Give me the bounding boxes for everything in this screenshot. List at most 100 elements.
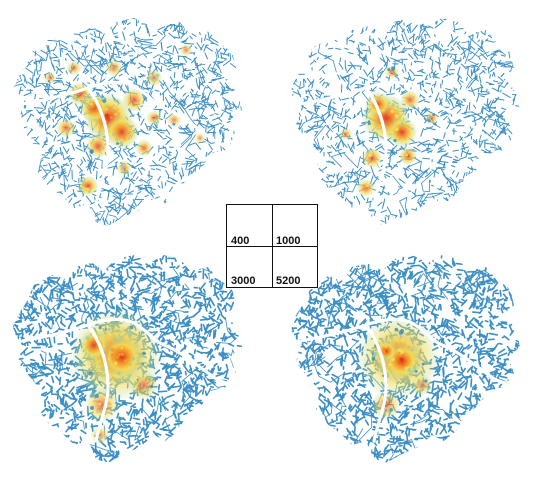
street-segment	[318, 167, 324, 173]
street-segment	[183, 184, 187, 188]
street-segment	[27, 311, 33, 320]
street-segment	[212, 130, 215, 137]
street-segment	[306, 158, 311, 167]
street-segment	[121, 294, 127, 300]
street-segment	[189, 35, 193, 40]
street-segment	[319, 102, 328, 108]
street-segment	[71, 315, 77, 322]
street-segment	[220, 56, 228, 60]
street-segment	[329, 184, 332, 188]
street-segment	[410, 109, 413, 113]
street-segment	[23, 57, 31, 66]
street-segment	[68, 446, 73, 455]
street-segment	[151, 19, 158, 25]
street-segment	[345, 67, 347, 72]
street-segment	[194, 373, 198, 377]
street-segment	[18, 414, 25, 420]
street-segment	[421, 110, 427, 116]
arterial-road	[330, 180, 359, 193]
street-segment	[373, 210, 377, 216]
street-segment	[167, 219, 171, 225]
arterial-road	[80, 44, 104, 87]
street-segment	[219, 176, 227, 181]
street-segment	[521, 32, 522, 35]
street-segment	[225, 32, 229, 36]
street-segment	[17, 373, 24, 376]
street-segment	[95, 212, 99, 215]
street-segment	[240, 30, 242, 40]
street-segment	[433, 172, 436, 178]
street-segment	[509, 31, 519, 36]
street-segment	[476, 61, 483, 71]
street-segment	[134, 211, 142, 217]
street-segment	[209, 178, 219, 185]
street-segment	[294, 59, 298, 68]
street-segment	[396, 223, 400, 226]
street-segment	[56, 439, 63, 447]
street-segment	[318, 18, 321, 24]
street-segment	[325, 27, 332, 31]
street-segment	[489, 106, 497, 109]
street-segment	[451, 169, 455, 175]
street-segment	[516, 202, 520, 210]
street-segment	[209, 385, 215, 389]
street-segment	[290, 86, 294, 91]
street-segment	[137, 435, 141, 438]
street-segment	[308, 193, 316, 201]
street-segment	[290, 79, 291, 85]
street-segment	[346, 65, 353, 73]
street-segment	[61, 451, 69, 457]
street-segment	[123, 453, 133, 457]
street-segment	[144, 299, 148, 304]
street-segment	[399, 146, 403, 150]
street-segment	[219, 129, 221, 134]
street-segment	[135, 176, 139, 180]
street-segment	[359, 66, 362, 70]
arterial-road	[419, 192, 444, 207]
arterial-road	[38, 83, 63, 110]
street-segment	[25, 110, 31, 114]
street-segment	[132, 198, 137, 207]
street-segment	[16, 63, 21, 67]
street-segment	[220, 202, 224, 207]
street-segment	[16, 341, 21, 347]
street-segment	[207, 104, 212, 107]
street-segment	[398, 50, 407, 54]
street-segment	[190, 32, 197, 37]
street-segment	[31, 363, 36, 367]
street-segment	[86, 218, 90, 224]
street-segment	[403, 63, 407, 72]
street-segment	[30, 391, 34, 398]
street-segment	[178, 408, 187, 416]
street-segment	[290, 112, 294, 117]
street-segment	[165, 369, 170, 376]
street-segment	[414, 168, 421, 171]
street-segment	[373, 174, 376, 179]
street-segment	[134, 227, 141, 228]
street-segment	[245, 398, 246, 400]
street-segment	[197, 255, 202, 262]
street-segment	[89, 299, 96, 306]
street-segment	[27, 443, 32, 447]
street-segment	[486, 210, 493, 217]
street-segment	[229, 417, 234, 422]
street-segment	[306, 53, 310, 57]
street-segment	[17, 18, 25, 22]
street-segment	[51, 97, 59, 102]
street-segment	[325, 128, 331, 136]
street-segment	[455, 88, 459, 94]
street-segment	[55, 42, 58, 46]
street-segment	[408, 53, 414, 60]
street-segment	[210, 214, 216, 224]
street-segment	[157, 201, 163, 205]
street-segment	[452, 206, 461, 213]
street-segment	[512, 98, 516, 106]
street-segment	[152, 34, 157, 37]
heat-hotspot	[179, 43, 193, 57]
street-segment	[307, 80, 314, 88]
heat-speckle	[375, 124, 378, 128]
heat-hotspot	[400, 90, 420, 110]
street-segment	[172, 300, 175, 305]
street-segment	[150, 255, 155, 261]
street-segment	[290, 157, 296, 166]
